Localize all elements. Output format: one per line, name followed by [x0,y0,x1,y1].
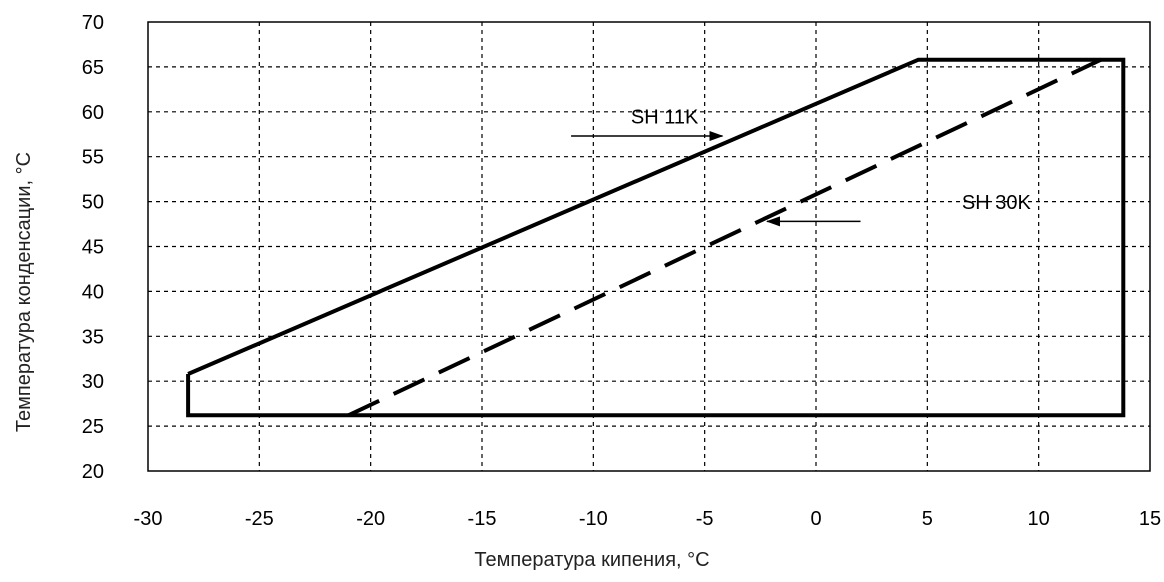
y-tick-label: 50 [82,192,104,214]
series-line-sh-11k [186,57,1126,418]
grid-layer [148,22,1150,471]
x-tick-label: 0 [810,508,821,530]
annotation-layer: SH 11K SH 30K [571,106,1032,227]
annotation-label: SH 11K [631,106,699,128]
plot-border [147,21,1151,472]
y-tick-label: 35 [82,326,104,348]
y-tick-label: 60 [82,102,104,124]
y-tick-label: 40 [82,281,104,303]
x-tick-label: 10 [1028,508,1050,530]
y-axis-title: Температура конденсации, °C [13,152,35,432]
x-tick-label: -30 [134,508,163,530]
x-tick-label: -5 [696,508,714,530]
y-tick-label: 65 [82,57,104,79]
x-axis-title: Температура кипения, °C [474,549,709,571]
x-tick-label: -20 [356,508,385,530]
y-tick-label: 25 [82,416,104,438]
y-tick-label: 70 [82,12,104,34]
x-tick-label: 5 [922,508,933,530]
x-tick-label: 15 [1139,508,1161,530]
x-tick-label: -15 [468,508,497,530]
y-tick-label: 55 [82,147,104,169]
y-tick-label: 45 [82,237,104,259]
plot-frame [147,21,1151,472]
x-tick-label: -10 [579,508,608,530]
series-line-sh-30k [347,57,1102,418]
x-tick-label: -25 [245,508,274,530]
annotation-label: SH 30K [962,192,1032,214]
y-tick-label: 30 [82,371,104,393]
series-layer [186,57,1126,418]
tick-label-layer: -30 -25 -20 -15 -10 -5 0 5 10 15 20 25 30 35 40 45 50 55 6… [82,12,1161,530]
y-tick-label: 20 [82,461,104,483]
